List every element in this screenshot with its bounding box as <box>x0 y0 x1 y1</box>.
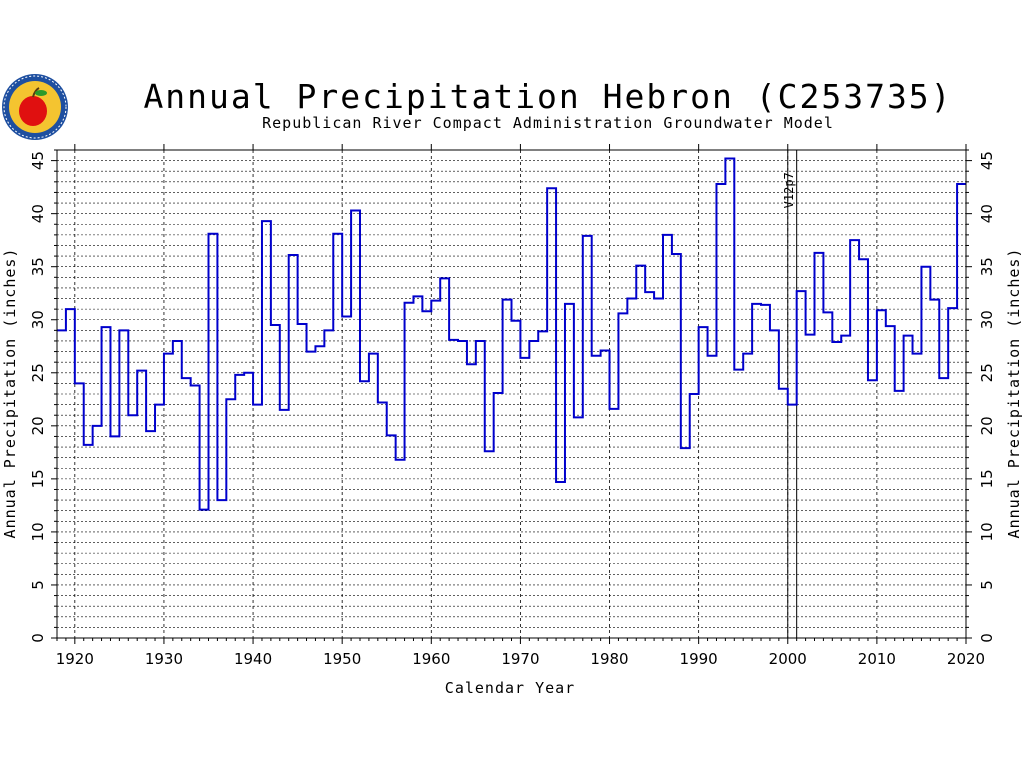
y-tick-label-right: 5 <box>978 580 996 590</box>
x-tick-label: 1970 <box>501 650 539 668</box>
y-tick-label-left: 35 <box>29 257 47 276</box>
y-axis-right-label: Annual Precipitation (inches) <box>1005 248 1023 539</box>
y-tick-label-right: 20 <box>978 416 996 435</box>
y-tick-label-left: 25 <box>29 363 47 382</box>
y-tick-label-left: 45 <box>29 151 47 170</box>
y-tick-label-right: 10 <box>978 522 996 541</box>
y-tick-label-right: 15 <box>978 469 996 488</box>
x-tick-label: 2000 <box>769 650 807 668</box>
x-axis-label: Calendar Year <box>445 679 575 697</box>
y-tick-label-right: 45 <box>978 151 996 170</box>
y-tick-label-right: 25 <box>978 363 996 382</box>
y-tick-label-right: 30 <box>978 310 996 329</box>
logo-seal-icon <box>2 74 68 140</box>
x-tick-label: 2020 <box>947 650 985 668</box>
y-tick-label-left: 5 <box>29 580 47 590</box>
x-tick-label: 1930 <box>145 650 183 668</box>
chart-title: Annual Precipitation Hebron (C253735) <box>143 77 952 116</box>
x-tick-label: 1920 <box>56 650 94 668</box>
reference-line-label: V12p7 <box>782 172 796 208</box>
y-axis-left-label: Annual Precipitation (inches) <box>1 248 19 539</box>
x-tick-label: 2010 <box>858 650 896 668</box>
y-tick-label-left: 40 <box>29 204 47 223</box>
y-tick-label-left: 20 <box>29 416 47 435</box>
y-tick-label-right: 0 <box>978 633 996 643</box>
data-series <box>57 157 966 511</box>
x-tick-label: 1950 <box>323 650 361 668</box>
y-tick-label-left: 15 <box>29 469 47 488</box>
y-axis-right-ticks: 0 5 10 15 20 25 30 35 40 45 <box>966 149 996 643</box>
y-tick-label-right: 40 <box>978 204 996 223</box>
x-axis-ticks: 1920 1930 1940 1950 1960 1970 1980 1990 2000 2010… <box>56 144 985 668</box>
chart-subtitle: Republican River Compact Administration … <box>262 114 834 132</box>
x-tick-label: 1990 <box>680 650 718 668</box>
y-tick-label-left: 30 <box>29 310 47 329</box>
y-tick-label-left: 10 <box>29 522 47 541</box>
y-axis-left-ticks: 0 5 10 15 20 25 30 35 40 45 <box>29 149 57 643</box>
series-step-line <box>57 157 966 511</box>
y-tick-label-left: 0 <box>29 633 47 643</box>
x-tick-label: 1980 <box>590 650 628 668</box>
x-tick-label: 1960 <box>412 650 450 668</box>
x-tick-label: 1940 <box>234 650 272 668</box>
y-tick-label-right: 35 <box>978 257 996 276</box>
grid-lines <box>57 149 967 638</box>
